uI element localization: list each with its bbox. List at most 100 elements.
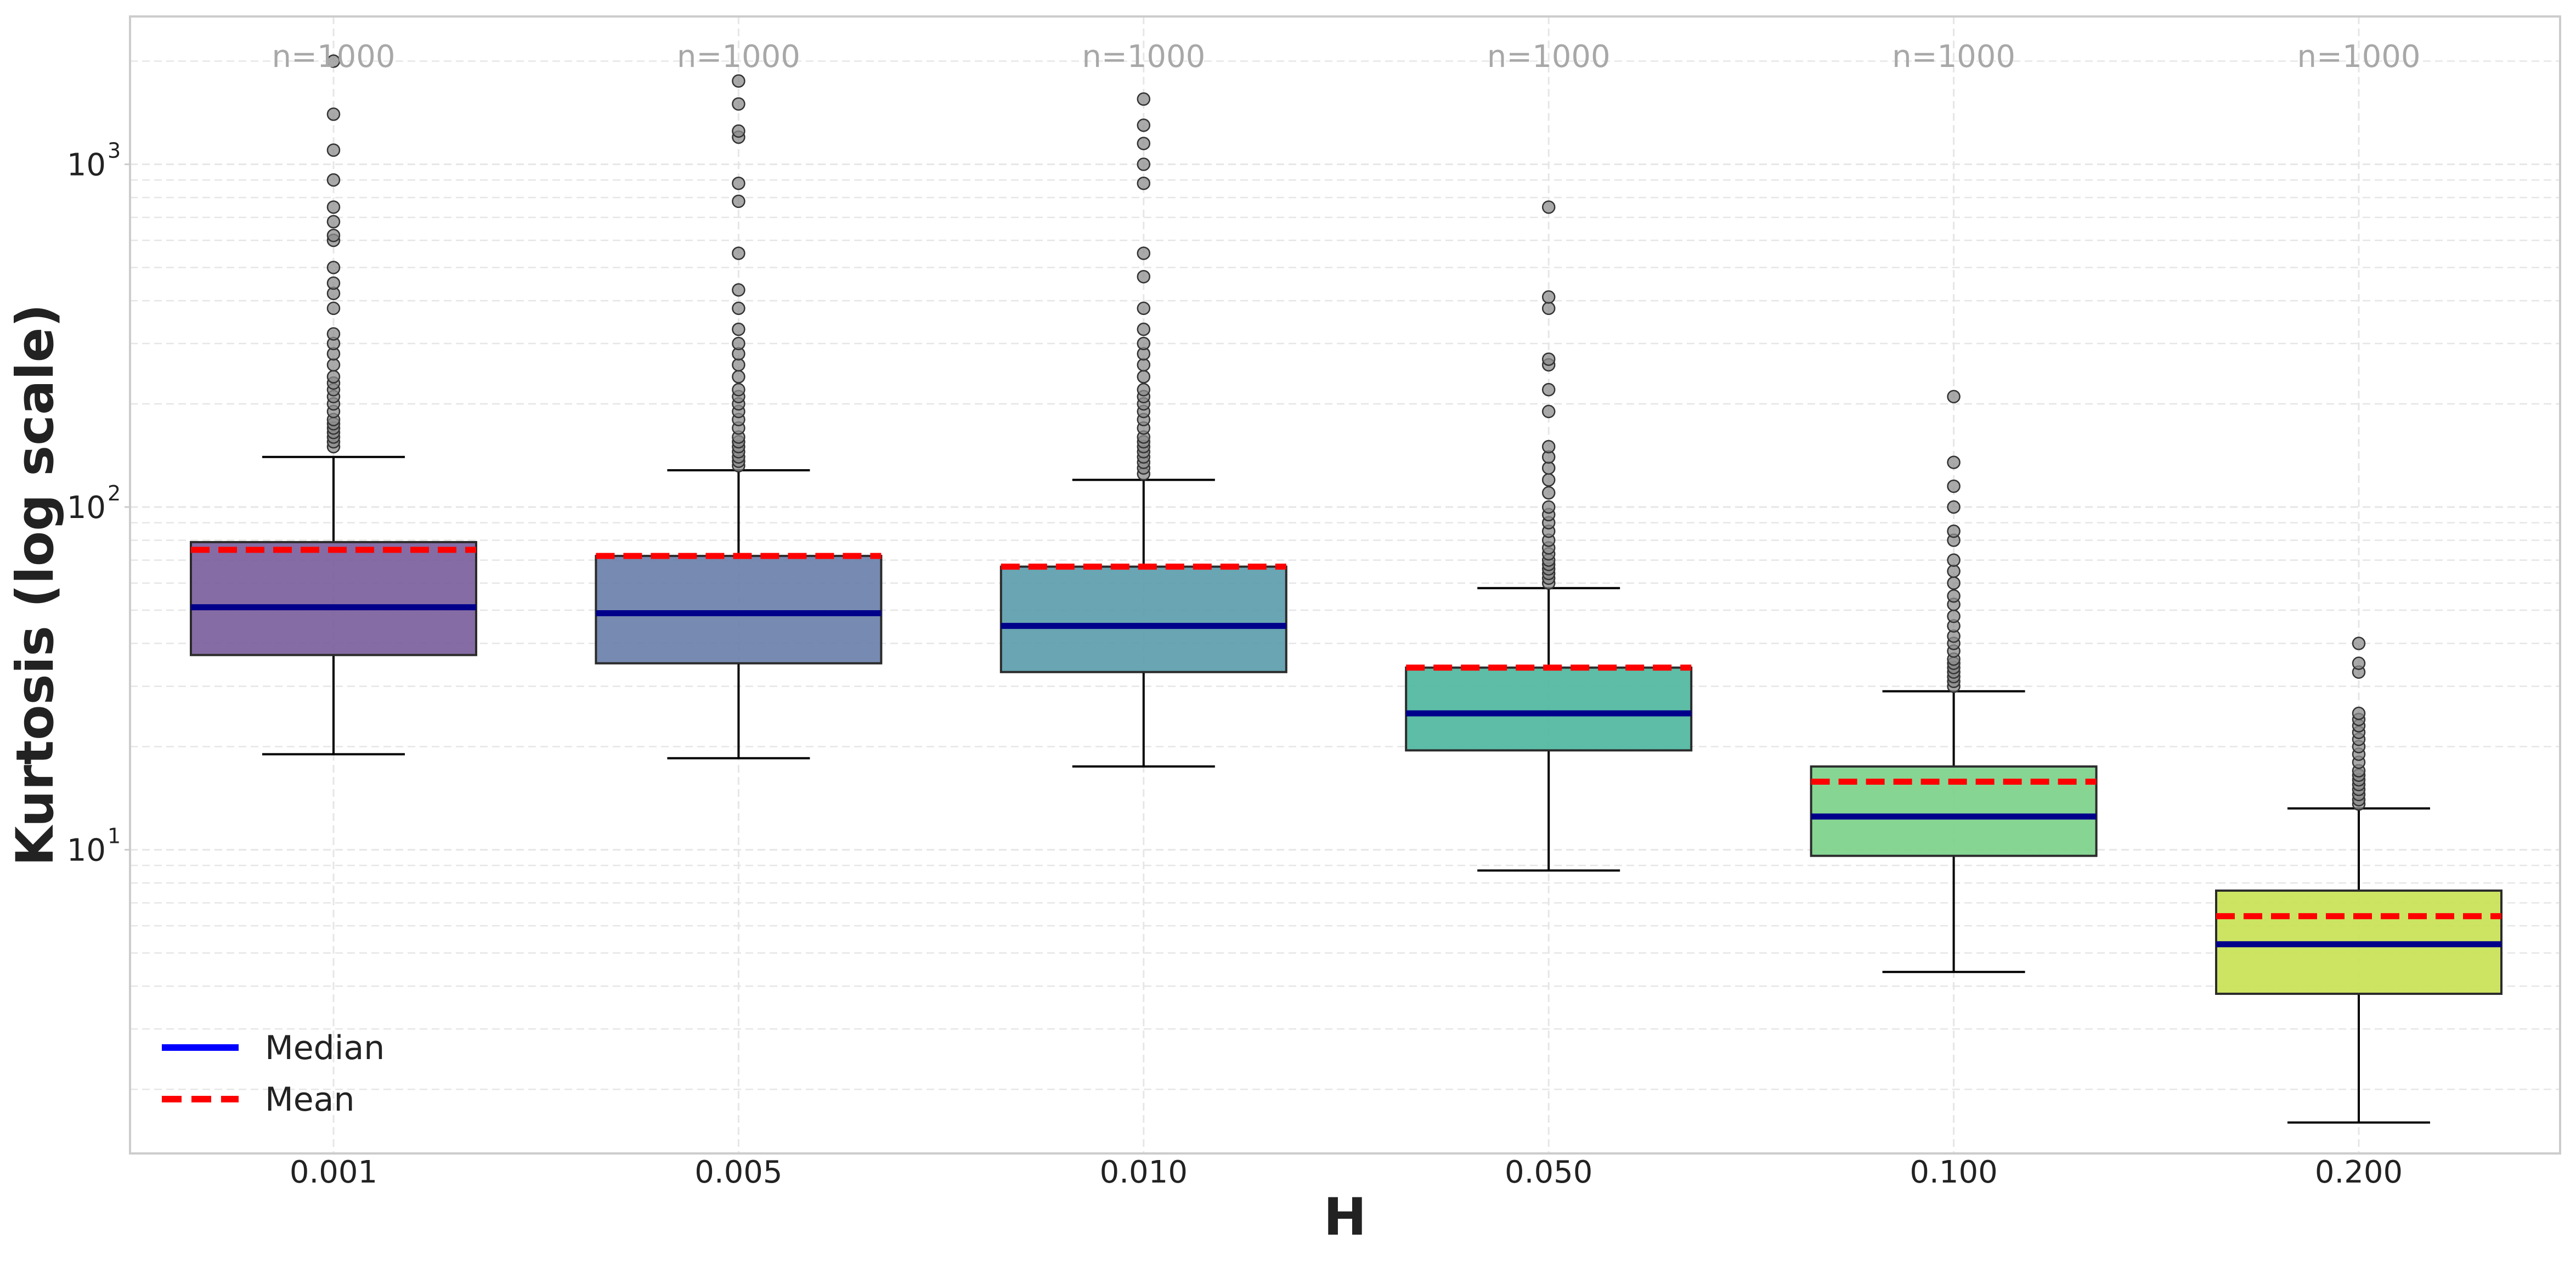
outlier-point xyxy=(732,322,745,336)
grid xyxy=(130,16,2560,1153)
outlier-point xyxy=(1137,358,1151,372)
n-annotation: n=1000 xyxy=(1892,39,2015,75)
outlier-point xyxy=(1137,92,1151,106)
box-group-0.001: n=1000 xyxy=(190,39,477,756)
y-tick-base: 10 xyxy=(67,833,106,869)
outlier-point xyxy=(1137,137,1151,150)
outlier-point xyxy=(1947,589,1961,603)
outlier-point xyxy=(1541,461,1556,475)
outlier-point xyxy=(2352,656,2366,671)
box-group-0.010: n=1000 xyxy=(999,39,1287,768)
outlier-point xyxy=(1947,455,1961,469)
outlier-point xyxy=(1541,440,1556,454)
outlier-point xyxy=(1137,370,1151,384)
outlier-point xyxy=(1541,352,1556,366)
outlier-point xyxy=(732,283,745,297)
outlier-point xyxy=(326,261,341,274)
outlier-point xyxy=(732,97,745,111)
box-iqr xyxy=(190,541,477,656)
box-iqr xyxy=(595,555,883,665)
outlier-point xyxy=(1541,500,1556,514)
box-group-0.050: n=1000 xyxy=(1405,39,1693,872)
outlier-point xyxy=(732,301,745,316)
box-iqr xyxy=(1405,666,1693,752)
outlier-point xyxy=(732,194,745,209)
outlier-point xyxy=(1137,246,1151,260)
outlier-point xyxy=(1137,119,1151,132)
outlier-point xyxy=(326,358,341,372)
y-tick-exponent: 1 xyxy=(108,824,121,848)
outlier-point xyxy=(1137,269,1151,284)
outlier-point xyxy=(2352,637,2366,650)
outlier-point xyxy=(1541,301,1556,316)
outlier-point xyxy=(732,336,745,351)
box-iqr xyxy=(999,565,1287,673)
box-group-0.200: n=1000 xyxy=(2215,39,2502,1124)
outlier-point xyxy=(326,370,341,384)
x-tick-label: 0.005 xyxy=(694,1155,782,1190)
outlier-point xyxy=(326,107,341,121)
n-annotation: n=1000 xyxy=(1487,39,1611,75)
x-tick-label: 0.100 xyxy=(1910,1155,1997,1190)
x-tick-labels: 0.001 0.005 0.010 0.050 0.100 0.200 xyxy=(290,1155,2403,1190)
outlier-point xyxy=(1947,479,1961,493)
outlier-point xyxy=(326,228,341,243)
x-tick-label: 0.010 xyxy=(1100,1155,1188,1190)
legend: Median Mean xyxy=(162,1029,385,1119)
x-tick-label: 0.001 xyxy=(290,1155,377,1190)
outlier-point xyxy=(326,276,341,290)
outlier-point xyxy=(326,200,341,214)
outlier-point xyxy=(1947,576,1961,590)
outlier-point xyxy=(732,74,745,88)
outlier-point xyxy=(732,382,745,397)
x-axis-title: H xyxy=(1324,1187,1367,1247)
y-tick-exponent: 3 xyxy=(108,138,121,162)
outlier-point xyxy=(326,173,341,187)
outlier-point xyxy=(1947,553,1961,567)
y-tick-base: 10 xyxy=(67,147,106,183)
outlier-point xyxy=(732,124,745,138)
outlier-point xyxy=(1947,609,1961,623)
box-plots: n=1000 n=1000 n=1000 n=1000 n=1000 n=1000 xyxy=(190,39,2502,1124)
y-tick-exponent: 2 xyxy=(108,481,121,505)
n-annotation: n=1000 xyxy=(677,39,800,75)
box-group-0.005: n=1000 xyxy=(595,39,883,759)
box-group-0.100: n=1000 xyxy=(1810,39,2098,973)
outlier-point xyxy=(326,301,341,316)
n-annotation: n=1000 xyxy=(1082,39,1205,75)
outlier-point xyxy=(1137,322,1151,336)
outlier-point xyxy=(1541,382,1556,397)
outlier-point xyxy=(326,215,341,229)
outlier-point xyxy=(1541,486,1556,500)
y-tick-label: 10 3 xyxy=(67,138,130,183)
outlier-point xyxy=(1541,473,1556,487)
outlier-point xyxy=(326,143,341,157)
outlier-point xyxy=(1541,290,1556,304)
outlier-point xyxy=(1137,176,1151,190)
x-tick-label: 0.050 xyxy=(1505,1155,1592,1190)
outlier-point xyxy=(1947,390,1961,404)
y-tick-base: 10 xyxy=(67,490,106,526)
outlier-point xyxy=(1947,500,1961,514)
plot-area-frame xyxy=(129,15,2561,1155)
legend-median-label: Median xyxy=(265,1029,385,1067)
outlier-point xyxy=(732,176,745,190)
legend-mean-label: Mean xyxy=(265,1080,354,1119)
y-tick-label: 10 1 xyxy=(67,824,130,869)
outlier-point xyxy=(732,370,745,384)
outlier-point xyxy=(1947,524,1961,538)
outlier-point xyxy=(1541,404,1556,419)
y-tick-label: 10 2 xyxy=(67,481,130,526)
outlier-point xyxy=(2352,706,2366,720)
outlier-point xyxy=(1541,200,1556,214)
outlier-point xyxy=(1137,301,1151,316)
y-axis-title: Kurtosis (log scale) xyxy=(5,304,65,866)
outlier-point xyxy=(1137,336,1151,351)
outlier-point xyxy=(326,327,341,341)
outlier-point xyxy=(732,246,745,260)
outlier-point xyxy=(732,358,745,372)
outlier-point xyxy=(326,54,341,68)
outlier-point xyxy=(1137,157,1151,171)
